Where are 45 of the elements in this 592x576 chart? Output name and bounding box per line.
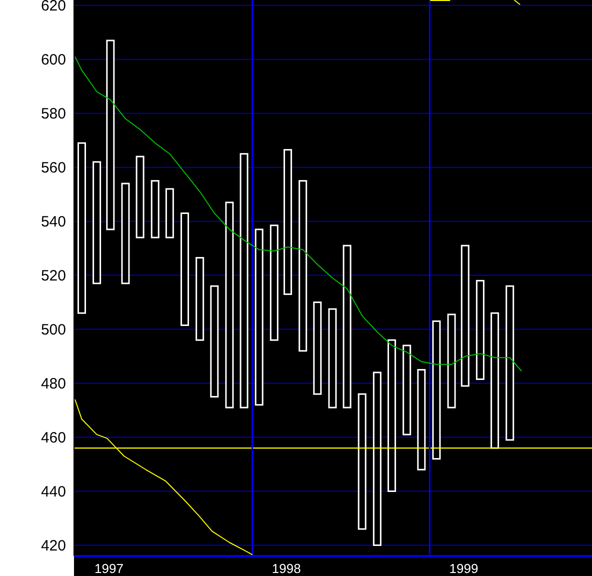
- bar: [150, 180, 160, 238]
- y-tick-label: 600: [40, 52, 66, 69]
- bar: [372, 372, 382, 546]
- y-tick-label: 460: [40, 430, 66, 447]
- bar: [92, 161, 102, 284]
- y-tick-label: 520: [40, 268, 66, 285]
- x-tick-label: 1998: [272, 561, 301, 576]
- bar: [106, 40, 115, 230]
- bar: [447, 314, 456, 408]
- bar: [328, 308, 337, 408]
- bar: [284, 149, 292, 295]
- bar: [342, 244, 352, 408]
- bar: [180, 212, 190, 326]
- bar: [196, 257, 204, 341]
- bar: [254, 228, 264, 406]
- bar: [388, 339, 396, 492]
- x-tick-label: 1999: [449, 561, 478, 576]
- y-tick-label: 440: [40, 484, 66, 501]
- bar: [358, 393, 366, 530]
- bar: [136, 156, 144, 238]
- bar: [432, 320, 441, 460]
- x-tick-label: 1997: [94, 561, 124, 576]
- bar: [476, 280, 484, 380]
- bar: [313, 302, 322, 395]
- bar: [490, 312, 500, 449]
- bar: [270, 224, 278, 341]
- bar: [78, 142, 86, 314]
- bar: [225, 202, 234, 408]
- bar: [165, 188, 174, 238]
- bar: [402, 344, 412, 436]
- y-tick-label: 500: [40, 322, 66, 339]
- bar: [506, 285, 514, 441]
- y-tick-label: 560: [40, 160, 66, 177]
- bar: [460, 244, 470, 387]
- bar: [298, 180, 308, 352]
- y-tick-label: 620: [40, 0, 66, 15]
- y-tick-label: 580: [40, 106, 66, 123]
- y-tick-label: 480: [40, 376, 66, 393]
- y-tick-label: 420: [40, 538, 66, 555]
- bar: [210, 285, 219, 398]
- bar: [121, 182, 130, 284]
- bar: [417, 369, 426, 470]
- line-series: [74, 56, 522, 372]
- bar: [240, 153, 248, 408]
- y-tick-label: 540: [40, 214, 66, 231]
